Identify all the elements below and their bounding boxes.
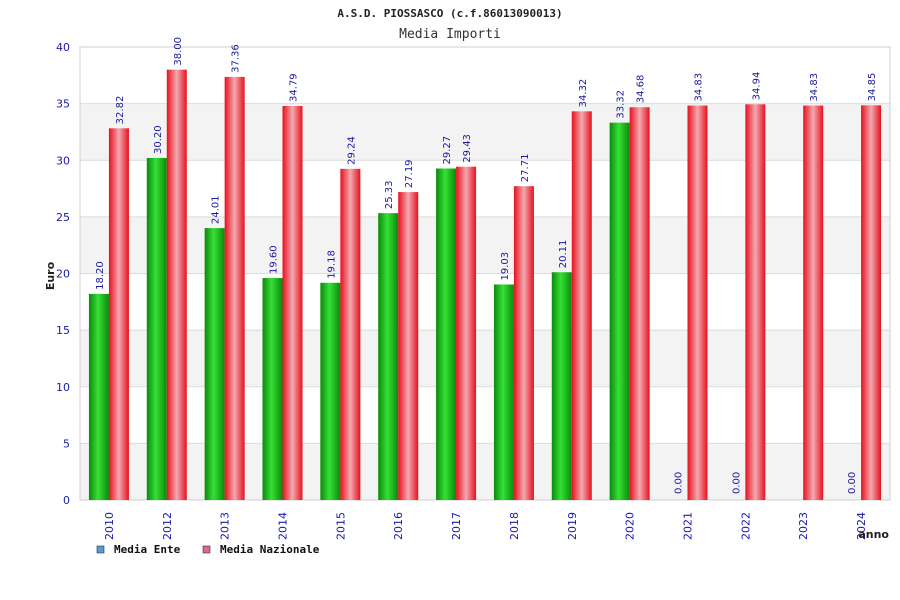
bar-media-nazionale bbox=[224, 76, 245, 500]
x-tick-label: 2010 bbox=[103, 512, 116, 540]
legend-swatch-media-ente bbox=[96, 545, 105, 554]
data-label-media-nazionale: 34.94 bbox=[751, 72, 762, 101]
data-label-media-ente: 19.03 bbox=[500, 252, 511, 281]
grid-band bbox=[80, 273, 890, 331]
x-tick-label: 2024 bbox=[855, 512, 868, 540]
data-label-media-ente: 20.11 bbox=[558, 240, 569, 269]
data-label-media-nazionale: 27.71 bbox=[520, 154, 531, 183]
data-label-media-nazionale: 34.83 bbox=[694, 73, 705, 102]
grid-band bbox=[80, 103, 890, 161]
grid-band bbox=[80, 443, 890, 500]
bar-media-ente bbox=[146, 157, 167, 501]
y-tick-label: 15 bbox=[56, 324, 70, 337]
data-label-media-nazionale: 37.36 bbox=[231, 44, 242, 73]
y-tick-label: 20 bbox=[56, 268, 70, 281]
data-label-media-ente: 30.20 bbox=[153, 125, 164, 154]
data-label-media-ente: 0.00 bbox=[847, 472, 858, 494]
grid-band bbox=[80, 160, 890, 217]
x-tick-label: 2022 bbox=[739, 512, 752, 540]
bar-media-ente bbox=[609, 122, 630, 500]
plot-frame bbox=[79, 46, 891, 501]
data-label-media-nazionale: 32.82 bbox=[115, 96, 126, 125]
legend: Media Ente Media Nazionale bbox=[96, 543, 320, 556]
data-label-media-nazionale: 29.24 bbox=[346, 136, 357, 165]
bar-media-nazionale bbox=[571, 111, 592, 501]
chart-title: A.S.D. PIOSSASCO (c.f.86013090013) bbox=[337, 7, 562, 20]
data-label-media-ente: 19.18 bbox=[326, 250, 337, 279]
y-tick-label: 35 bbox=[56, 98, 70, 111]
data-label-media-nazionale: 29.43 bbox=[462, 134, 473, 163]
grid-band bbox=[80, 330, 890, 387]
x-tick-label: 2020 bbox=[624, 512, 637, 540]
grid-band bbox=[80, 47, 890, 104]
y-tick-label: 10 bbox=[56, 381, 70, 394]
x-tick-label: 2019 bbox=[566, 512, 579, 540]
bar-media-ente bbox=[436, 168, 457, 500]
bar-media-nazionale bbox=[282, 106, 303, 501]
data-label-media-nazionale: 34.68 bbox=[636, 75, 647, 104]
data-label-media-ente: 0.00 bbox=[674, 472, 685, 494]
data-label-media-nazionale: 34.83 bbox=[809, 73, 820, 102]
x-tick-label: 2018 bbox=[508, 512, 521, 540]
plot-background bbox=[79, 46, 891, 501]
data-label-media-ente: 29.27 bbox=[442, 136, 453, 165]
y-tick-label: 40 bbox=[56, 41, 70, 54]
bar-media-nazionale bbox=[108, 128, 129, 500]
x-tick-label: 2013 bbox=[219, 512, 232, 540]
y-tick-label: 0 bbox=[63, 494, 70, 507]
data-label-media-ente: 25.33 bbox=[384, 180, 395, 209]
bar-media-nazionale bbox=[803, 105, 824, 501]
bar-media-nazionale bbox=[340, 168, 361, 500]
x-axis-ticks: 2010 2012 2013 2014 2015 2016 2017 2018 2019 2020… bbox=[103, 512, 868, 540]
data-label-media-ente: 18.20 bbox=[95, 261, 106, 290]
x-tick-label: 2016 bbox=[392, 512, 405, 540]
bar-media-ente bbox=[378, 213, 399, 500]
bar-media-ente bbox=[320, 282, 341, 500]
y-tick-label: 30 bbox=[56, 154, 70, 167]
data-label-media-nazionale: 34.32 bbox=[578, 79, 589, 108]
legend-swatch-media-nazionale bbox=[202, 545, 211, 554]
bar-media-nazionale bbox=[166, 69, 187, 501]
bar-media-ente bbox=[262, 278, 283, 500]
grid-band bbox=[80, 386, 890, 444]
data-label-media-ente: 19.60 bbox=[269, 245, 280, 274]
data-label-media-ente: 33.32 bbox=[616, 90, 627, 119]
bar-media-nazionale bbox=[456, 166, 477, 500]
x-tick-label: 2014 bbox=[277, 512, 290, 540]
data-label-media-nazionale: 34.79 bbox=[289, 73, 300, 102]
bar-media-ente bbox=[204, 228, 225, 501]
data-label-media-nazionale: 38.00 bbox=[173, 37, 184, 66]
y-axis-label: Euro bbox=[44, 261, 57, 290]
bar-media-ente bbox=[551, 272, 572, 500]
y-tick-label: 5 bbox=[63, 437, 70, 450]
bar-media-nazionale bbox=[629, 107, 650, 501]
legend-label-media-nazionale: Media Nazionale bbox=[220, 543, 320, 556]
x-tick-label: 2015 bbox=[334, 512, 347, 540]
bar-media-nazionale bbox=[513, 186, 534, 500]
bar-media-ente bbox=[493, 284, 514, 500]
chart-subtitle: Media Importi bbox=[399, 27, 501, 42]
bar-media-nazionale bbox=[745, 104, 766, 500]
data-label-media-ente: 24.01 bbox=[211, 195, 222, 224]
bar-media-ente bbox=[88, 293, 109, 500]
x-tick-label: 2012 bbox=[161, 512, 174, 540]
bar-media-nazionale bbox=[861, 105, 882, 500]
data-label-media-ente: 0.00 bbox=[731, 472, 742, 494]
data-labels: 18.20 32.82 30.20 38.00 24.01 37.36 19.60 34.79… bbox=[95, 37, 878, 494]
bar-media-nazionale bbox=[687, 105, 708, 501]
x-axis-label: anno bbox=[858, 528, 889, 541]
bar-media-nazionale bbox=[398, 192, 419, 501]
legend-label-media-ente: Media Ente bbox=[114, 543, 181, 556]
x-tick-label: 2023 bbox=[797, 512, 810, 540]
y-tick-label: 25 bbox=[56, 211, 70, 224]
data-label-media-nazionale: 27.19 bbox=[404, 159, 415, 188]
grid-band bbox=[80, 216, 890, 274]
bars bbox=[88, 69, 882, 501]
x-tick-label: 2021 bbox=[682, 512, 695, 540]
x-tick-label: 2017 bbox=[450, 512, 463, 540]
y-axis-ticks: 0 5 10 15 20 25 30 35 40 bbox=[56, 41, 70, 507]
data-label-media-nazionale: 34.85 bbox=[867, 73, 878, 102]
